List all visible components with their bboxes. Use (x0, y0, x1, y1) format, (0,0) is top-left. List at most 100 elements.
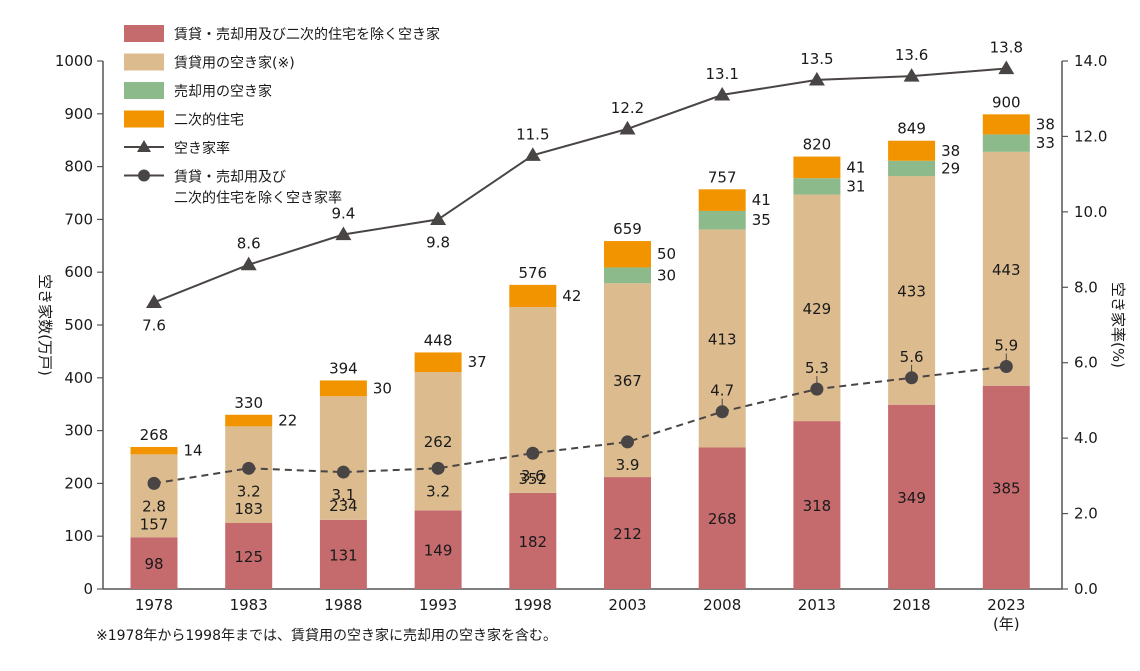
legend-label: 賃貸・売却用及び二次的住宅を除く空き家 (174, 26, 440, 43)
bar-segment (225, 414, 273, 427)
other-vacancy-rate-label: 5.9 (994, 336, 1018, 354)
x-tick-label: 1983 (230, 596, 268, 614)
bar-segment (888, 160, 936, 177)
y2-tick-label: 8.0 (1074, 278, 1098, 296)
y-tick-label: 1000 (55, 52, 93, 70)
labels-group: 98 157 14 268 125 183 22 330 131 234 30 394 149 262 37… (140, 39, 1055, 574)
bar-segment (604, 241, 651, 268)
vacancy-rate-label: 13.8 (990, 39, 1023, 57)
legend-label: 二次的住宅を除く空き家率 (174, 190, 342, 207)
other-vacancy-rate-label: 2.8 (142, 497, 166, 515)
y-tick-label: 100 (64, 527, 93, 545)
vacancy-rate-label: 13.5 (800, 50, 833, 68)
vacancy-rate-point (240, 256, 257, 271)
bar-value-label: 385 (992, 479, 1021, 497)
other-vacancy-rate-point (242, 461, 256, 475)
other-vacancy-rate-label: 3.6 (521, 467, 545, 485)
y-tick-label: 700 (64, 210, 93, 228)
bar-value-label: 183 (234, 500, 263, 518)
bar-segment (319, 380, 367, 397)
legend-label: 賃貸・売却用及び (174, 170, 286, 186)
other-vacancy-rate-point (336, 465, 350, 479)
bar-segment (509, 284, 557, 308)
bar-value-label: 14 (184, 442, 203, 460)
y2-tick-label: 14.0 (1074, 52, 1107, 70)
bar-value-label: 443 (992, 261, 1021, 279)
bar-value-label: 413 (708, 330, 737, 348)
vacancy-rate-label: 9.8 (426, 233, 450, 251)
bar-value-label: 31 (846, 177, 865, 195)
bar-total-label: 448 (424, 331, 453, 349)
bar-value-label: 22 (278, 412, 297, 430)
bar-segment (225, 523, 273, 589)
bar-total-label: 659 (613, 220, 642, 238)
bar-segment (888, 140, 936, 161)
bar-total-label: 394 (329, 359, 358, 377)
vacancy-rate-point (808, 71, 825, 86)
y2-tick-label: 0.0 (1074, 580, 1098, 598)
bar-value-label: 268 (708, 510, 737, 528)
bar-segment (982, 151, 1030, 386)
legend-swatch (124, 110, 164, 128)
legend-circle-marker (138, 169, 150, 182)
bar-value-label: 367 (613, 372, 642, 390)
bar-total-label: 268 (140, 426, 169, 444)
legend-label: 二次的住宅 (174, 113, 244, 129)
other-vacancy-rate-point (147, 476, 161, 490)
x-tick-label: 2023 (987, 596, 1025, 614)
vacancy-rate-label: 9.4 (331, 204, 355, 222)
bar-segment (982, 134, 1030, 152)
vacancy-rate-label: 8.6 (237, 235, 261, 253)
y-tick-label: 400 (64, 369, 93, 387)
vacancy-rate-point (714, 86, 731, 101)
vacancy-rate-point (146, 294, 162, 308)
axes-group: 0 100 200 300 400 500 600 700 800 900 1000 0.0 2.0 4.… (36, 52, 1127, 633)
y-tick-label: 500 (64, 316, 93, 334)
bar-segment (130, 446, 178, 455)
legend-swatch (124, 25, 164, 42)
other-vacancy-rate-label: 3.2 (237, 482, 261, 500)
bar-value-label: 433 (897, 282, 926, 300)
bar-value-label: 157 (140, 515, 169, 533)
bar-segment (982, 385, 1030, 589)
vacancy-rate-point (430, 211, 447, 225)
other-vacancy-rate-label: 5.6 (900, 348, 924, 366)
bar-value-label: 38 (1036, 115, 1055, 133)
bar-value-label: 349 (897, 489, 926, 507)
bar-value-label: 131 (329, 546, 358, 564)
bar-value-label: 262 (424, 433, 453, 451)
bar-segment (130, 454, 178, 538)
bar-value-label: 352 (518, 470, 547, 488)
y2-tick-label: 12.0 (1074, 127, 1107, 145)
legend-label: 売却用の空き家 (174, 83, 272, 100)
legend-swatch (124, 53, 164, 71)
bar-segment (130, 537, 178, 589)
other-vacancy-rate-point (431, 461, 445, 475)
bar-segment (414, 371, 462, 511)
y-axis-title: 空き家数(万戸) (36, 274, 54, 376)
bar-value-label: 50 (657, 245, 676, 263)
bar-value-label: 212 (613, 525, 642, 543)
bar-total-label: 757 (708, 168, 737, 186)
vacancy-rate-label: 13.6 (895, 46, 928, 64)
bar-value-label: 149 (424, 542, 453, 560)
y2-tick-label: 6.0 (1074, 354, 1098, 372)
x-tick-label: 2013 (798, 596, 836, 614)
x-tick-label: 1998 (514, 596, 552, 614)
bar-value-label: 30 (373, 379, 392, 397)
bar-segment (414, 510, 462, 589)
vacancy-rate-point (903, 68, 920, 82)
vacancy-rate-point (524, 147, 541, 161)
footnote: ※1978年から1998年までは、賃貸用の空き家に売却用の空き家を含む。 (96, 627, 557, 644)
legend-label: 空き家率 (174, 140, 230, 157)
vacancy-rate-point (335, 226, 352, 241)
x-tick-label: 1988 (324, 596, 362, 614)
legend-triangle-marker (137, 140, 151, 152)
bar-value-label: 37 (468, 353, 487, 371)
bar-segment (604, 477, 651, 589)
bars-group (130, 114, 1030, 589)
vacancy-rate-point (619, 120, 636, 135)
x-tick-label: 2018 (893, 596, 931, 614)
